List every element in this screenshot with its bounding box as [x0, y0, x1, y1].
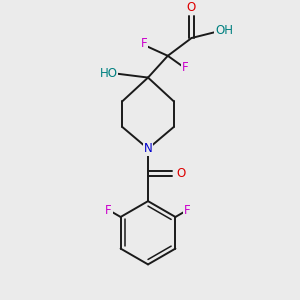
- Text: OH: OH: [215, 24, 233, 37]
- Text: HO: HO: [100, 67, 118, 80]
- Text: O: O: [176, 167, 185, 180]
- Text: F: F: [182, 61, 189, 74]
- Text: F: F: [141, 38, 147, 50]
- Text: F: F: [184, 204, 191, 217]
- Text: N: N: [144, 142, 152, 155]
- Text: F: F: [105, 204, 112, 217]
- Text: O: O: [186, 1, 195, 14]
